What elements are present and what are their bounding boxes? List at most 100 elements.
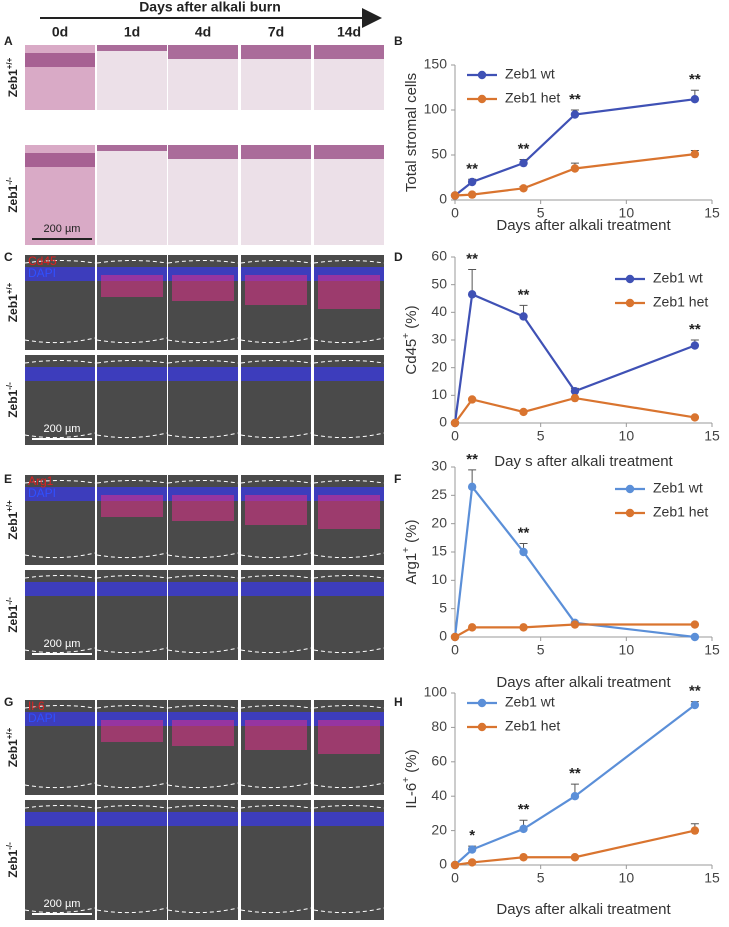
- data-point: [690, 95, 700, 104]
- significance: **: [569, 765, 581, 782]
- x-axis-label: Days after alkali treatment: [496, 674, 671, 691]
- x-tick-label: 10: [619, 642, 635, 658]
- legend-label: Zeb1 wt: [505, 66, 555, 82]
- marker-signal: [172, 275, 234, 301]
- y-tick-label: 10: [431, 386, 447, 402]
- y-tick-label: 20: [431, 358, 447, 374]
- tissue-edge: [96, 480, 168, 559]
- significance: *: [469, 827, 475, 844]
- y-tick-label: 60: [431, 248, 447, 264]
- data-point: [450, 418, 460, 428]
- row-label-base: Zeb1: [6, 184, 20, 212]
- data-point: [690, 149, 700, 159]
- tissue-edge: [96, 805, 168, 914]
- tissue-edge: [240, 360, 312, 439]
- data-point: [570, 620, 580, 629]
- significance: **: [466, 451, 478, 468]
- tissue-edge: [24, 360, 96, 439]
- y-axis-label-part: +: [401, 777, 412, 783]
- data-point: [519, 312, 528, 321]
- y-axis-label-part: Cd45: [403, 339, 420, 375]
- panel-label: B: [394, 34, 403, 48]
- tissue-edge: [96, 260, 168, 344]
- dapi-band: [25, 267, 95, 281]
- y-tick-label: 5: [439, 599, 447, 615]
- epithelium: [241, 145, 311, 159]
- dapi-band: [241, 582, 311, 596]
- data-point: [570, 792, 580, 801]
- significance: **: [689, 683, 701, 700]
- tissue-edge: [313, 260, 385, 344]
- y-axis-label-part: +: [401, 547, 412, 553]
- epithelium: [97, 145, 167, 151]
- row-label-base: Zeb1: [6, 604, 20, 632]
- marker-signal: [101, 720, 163, 742]
- row-label: Zeb1-/-: [5, 597, 21, 633]
- epithelium: [25, 153, 95, 167]
- scale-bar-label: 200 µm: [44, 423, 81, 435]
- row-label-sup: +/+: [5, 57, 14, 69]
- row-label-sup: +/+: [5, 727, 14, 739]
- tissue-edge: [96, 575, 168, 654]
- dapi-band: [314, 812, 384, 826]
- tissue-edge: [167, 480, 239, 559]
- x-axis-label: Day s after alkali treatment: [494, 453, 673, 470]
- marker-signal: [245, 275, 307, 305]
- x-tick-label: 0: [451, 870, 459, 886]
- data-point: [467, 858, 477, 867]
- micrograph: [241, 145, 311, 245]
- y-tick-label: 0: [439, 191, 447, 207]
- panel-label: H: [394, 695, 403, 709]
- x-tick-label: 5: [537, 428, 545, 444]
- x-tick-label: 15: [704, 428, 720, 444]
- tissue-edge: [240, 480, 312, 559]
- tissue-edge: [313, 480, 385, 559]
- row-label: Zeb1+/+: [5, 727, 21, 767]
- tissue-edge: [313, 705, 385, 789]
- dapi-band: [314, 367, 384, 381]
- epithelium: [241, 45, 311, 59]
- dapi-band: [168, 812, 238, 826]
- row-label: Zeb1-/-: [5, 842, 21, 878]
- row-label-sup: -/-: [5, 177, 14, 185]
- x-tick-label: 0: [451, 205, 459, 221]
- y-axis-label: Total stromal cells: [403, 73, 420, 192]
- marker-signal: [245, 495, 307, 525]
- epithelium: [168, 145, 238, 159]
- dapi-band: [241, 812, 311, 826]
- y-axis-label-part: IL-6: [403, 783, 420, 809]
- figure-title: Days after alkali burn: [139, 0, 281, 15]
- data-point: [570, 110, 580, 119]
- dapi-band: [25, 487, 95, 501]
- panel-label: E: [4, 472, 12, 486]
- row-label-base: Zeb1: [6, 389, 20, 417]
- y-tick-label: 40: [431, 787, 447, 803]
- x-tick-label: 15: [704, 205, 720, 221]
- column-header: 7d: [268, 24, 284, 40]
- data-point: [690, 341, 700, 350]
- x-tick-label: 0: [451, 428, 459, 444]
- y-axis-label: Arg1+ (%): [401, 519, 420, 584]
- dapi-band: [241, 367, 311, 381]
- tissue-edge: [96, 705, 168, 789]
- row-label-base: Zeb1: [6, 69, 20, 97]
- dapi-band: [314, 582, 384, 596]
- y-tick-label: 20: [431, 514, 447, 530]
- x-tick-label: 15: [704, 870, 720, 886]
- row-label: Zeb1+/+: [5, 282, 21, 322]
- tissue-edge: [167, 575, 239, 654]
- data-point: [467, 482, 477, 492]
- data-point: [570, 853, 580, 862]
- legend-label: Zeb1 wt: [653, 480, 703, 496]
- legend-marker: [477, 698, 487, 708]
- stain-label: DAPI: [28, 486, 56, 500]
- data-point: [570, 393, 580, 403]
- y-axis-label-part: +: [401, 333, 412, 339]
- significance: **: [518, 524, 530, 541]
- x-tick-label: 10: [619, 205, 635, 221]
- y-tick-label: 100: [424, 684, 448, 700]
- y-tick-label: 50: [431, 146, 447, 162]
- column-header: 0d: [52, 24, 68, 40]
- stain-label: Arg1: [28, 474, 54, 488]
